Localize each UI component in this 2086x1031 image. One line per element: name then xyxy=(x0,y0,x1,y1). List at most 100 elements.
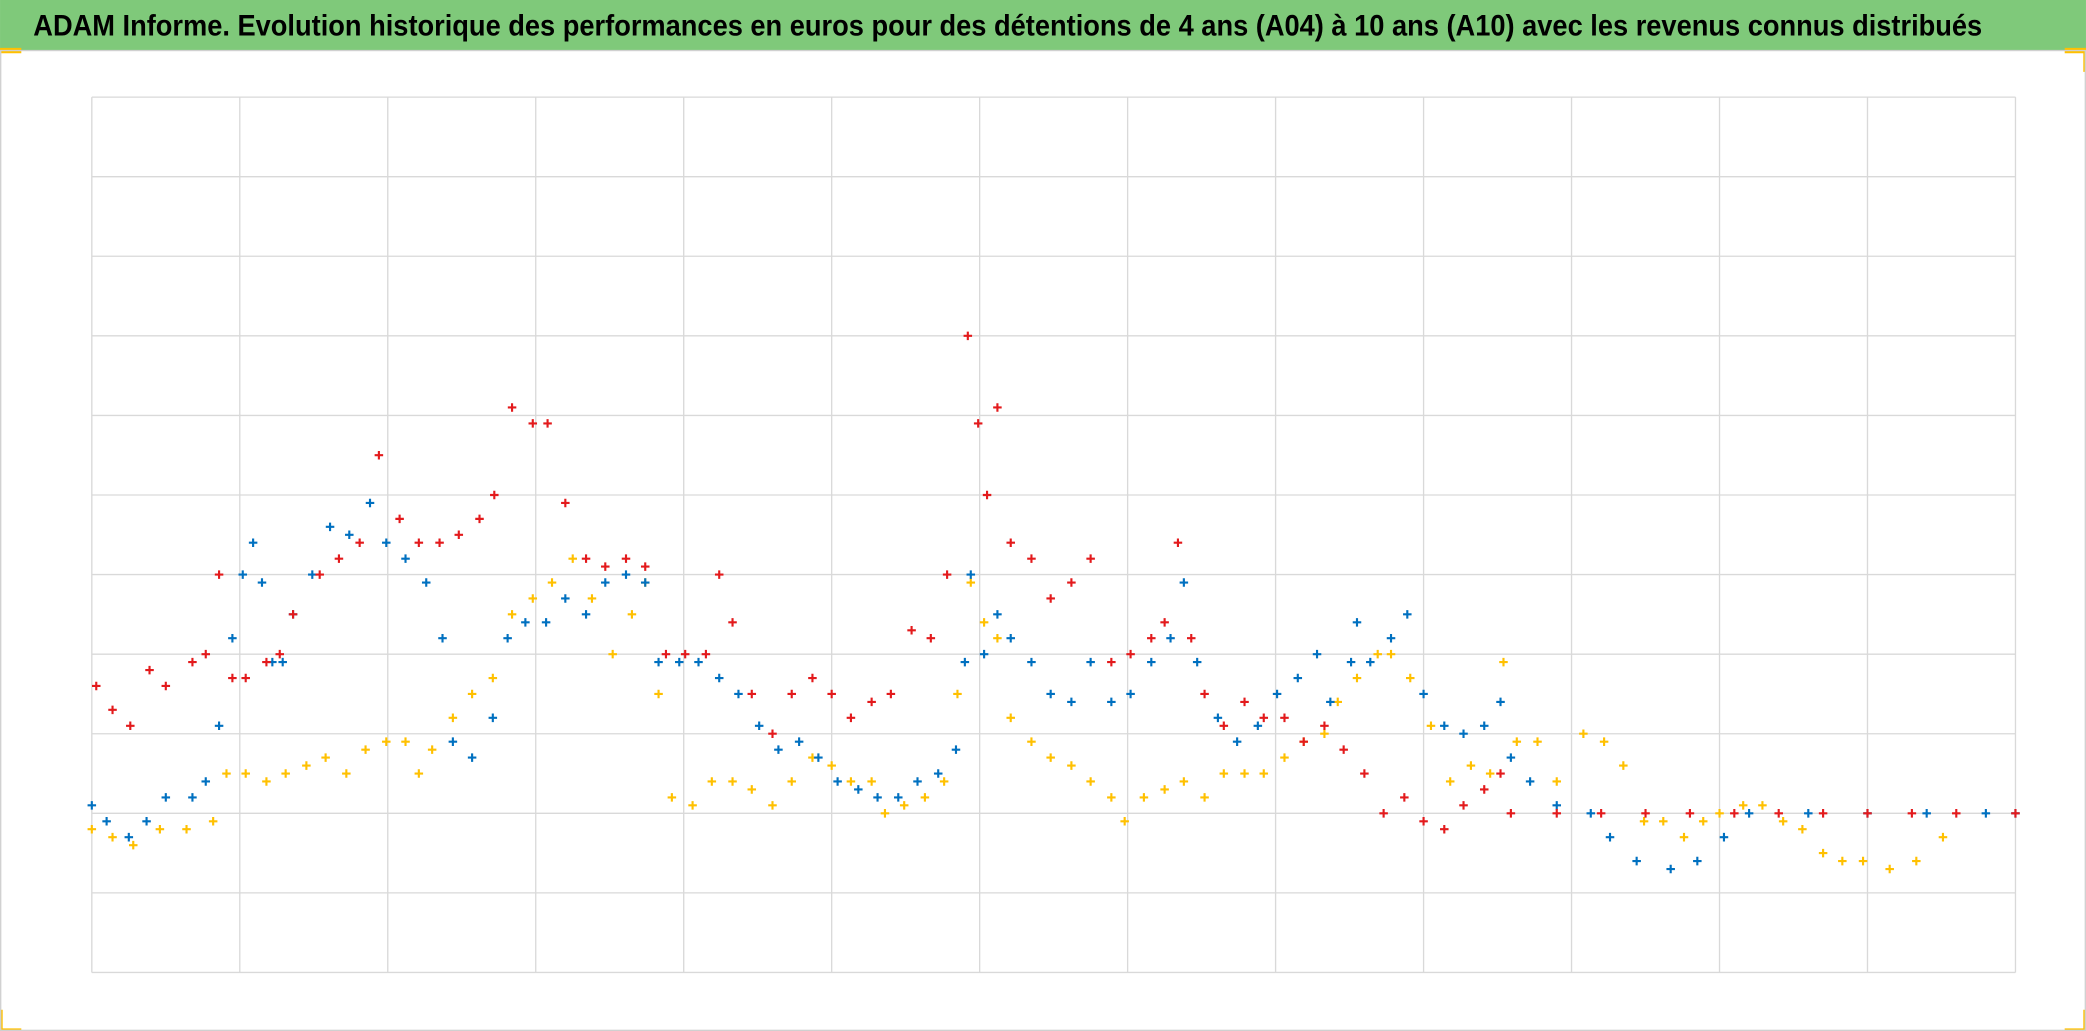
marker xyxy=(1419,689,1428,699)
marker xyxy=(1512,737,1522,746)
marker xyxy=(894,793,903,802)
marker xyxy=(1641,809,1650,818)
marker xyxy=(1632,856,1641,866)
marker xyxy=(1200,689,1209,699)
marker xyxy=(528,594,538,603)
marker xyxy=(345,530,354,540)
marker xyxy=(1599,737,1609,746)
marker xyxy=(808,673,817,683)
marker xyxy=(228,633,237,643)
marker xyxy=(102,817,111,826)
marker xyxy=(1403,610,1412,619)
marker xyxy=(667,793,677,802)
marker xyxy=(621,570,631,579)
marker xyxy=(568,554,577,563)
marker xyxy=(128,840,138,850)
marker xyxy=(873,793,882,802)
marker xyxy=(1533,737,1542,746)
marker xyxy=(528,419,538,428)
marker xyxy=(401,554,410,563)
marker xyxy=(281,769,290,778)
marker xyxy=(1579,729,1588,738)
marker xyxy=(814,753,823,762)
marker xyxy=(675,657,684,667)
marker xyxy=(1067,578,1076,587)
marker xyxy=(142,817,151,826)
marker xyxy=(2011,809,2020,818)
marker xyxy=(899,801,909,810)
marker xyxy=(248,538,258,548)
marker xyxy=(1885,864,1894,874)
marker xyxy=(421,578,431,587)
marker xyxy=(1086,554,1095,563)
marker xyxy=(1107,697,1116,707)
marker xyxy=(507,403,517,412)
marker xyxy=(979,618,989,627)
marker xyxy=(920,793,930,802)
marker xyxy=(993,633,1002,643)
marker xyxy=(238,570,248,579)
marker xyxy=(1426,721,1436,731)
marker xyxy=(1240,697,1249,707)
marker xyxy=(621,554,631,563)
marker xyxy=(747,785,757,794)
marker xyxy=(982,490,992,500)
marker xyxy=(1639,817,1649,826)
marker xyxy=(561,498,570,508)
marker xyxy=(1440,721,1449,731)
marker xyxy=(867,777,876,786)
marker xyxy=(201,777,211,786)
marker xyxy=(627,610,637,619)
marker xyxy=(1386,649,1396,659)
marker xyxy=(547,578,557,587)
marker xyxy=(1440,824,1449,834)
marker xyxy=(1027,737,1036,746)
marker xyxy=(334,554,344,563)
marker xyxy=(1179,578,1189,587)
marker xyxy=(302,761,311,770)
marker xyxy=(1804,809,1813,818)
marker xyxy=(1485,769,1495,778)
marker xyxy=(108,705,117,715)
marker xyxy=(886,689,896,699)
marker xyxy=(507,610,517,619)
grid xyxy=(91,96,2017,974)
marker xyxy=(414,538,424,548)
marker xyxy=(262,657,271,667)
marker xyxy=(161,681,171,691)
marker xyxy=(1213,713,1223,723)
series xyxy=(87,554,1948,874)
marker xyxy=(1479,721,1489,731)
marker xyxy=(1086,777,1095,786)
marker xyxy=(1160,618,1169,627)
marker xyxy=(1240,769,1249,778)
marker xyxy=(124,832,134,842)
marker xyxy=(867,697,876,707)
marker xyxy=(1719,832,1729,842)
marker xyxy=(601,562,610,571)
marker xyxy=(688,801,697,810)
marker xyxy=(1027,657,1036,667)
marker xyxy=(361,745,370,754)
marker xyxy=(1679,832,1689,842)
marker xyxy=(1715,809,1724,818)
marker xyxy=(1419,817,1428,826)
marker xyxy=(880,809,890,818)
series xyxy=(92,331,2020,834)
marker xyxy=(993,610,1002,619)
marker xyxy=(1352,618,1362,627)
marker xyxy=(1386,633,1396,643)
marker xyxy=(365,498,375,508)
marker xyxy=(1506,809,1516,818)
marker xyxy=(222,769,231,778)
marker xyxy=(490,490,499,500)
marker xyxy=(827,761,836,770)
marker xyxy=(1006,633,1015,643)
marker xyxy=(1293,673,1303,683)
marker xyxy=(979,649,989,659)
marker xyxy=(448,713,458,723)
marker xyxy=(854,785,863,794)
marker xyxy=(401,737,410,746)
marker xyxy=(640,578,650,587)
